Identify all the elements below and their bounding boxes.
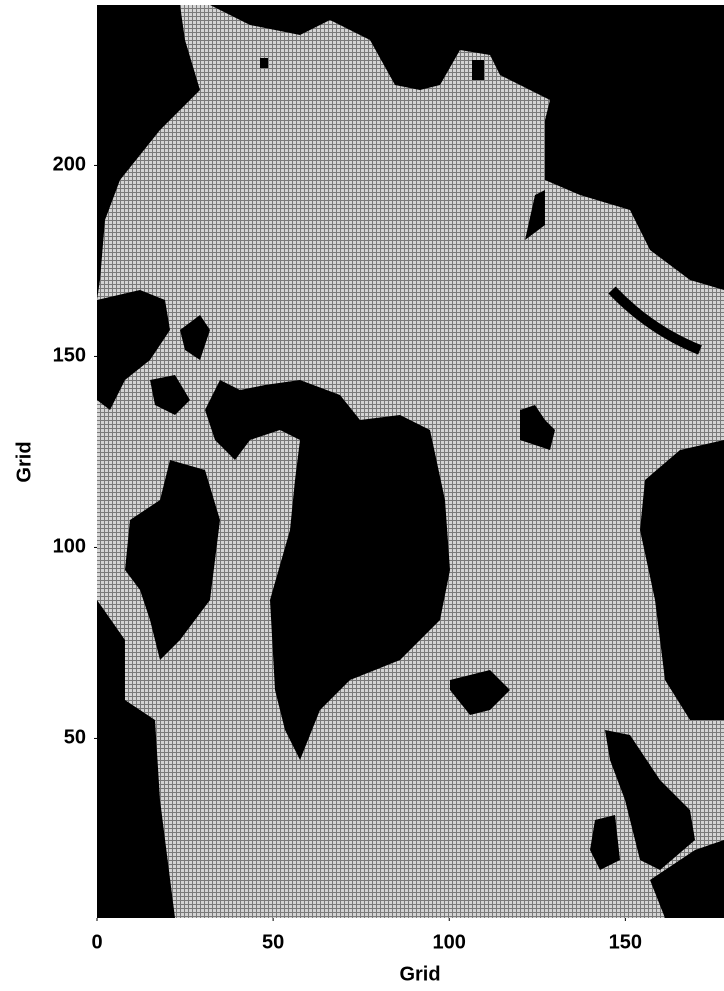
y-axis-label: Grid — [13, 441, 35, 482]
x-tick-label: 100 — [433, 931, 466, 953]
y-tick-label: 150 — [53, 345, 86, 367]
x-tick-label: 50 — [262, 931, 284, 953]
chart: Grid Grid 0 50 100 150 50 100 150 200 — [0, 0, 724, 991]
map-image — [97, 5, 724, 918]
x-axis-label: Grid — [399, 963, 440, 985]
x-tick-label: 150 — [609, 931, 642, 953]
y-tick-label: 100 — [53, 536, 86, 558]
y-tick-label: 50 — [64, 727, 86, 749]
x-tick-label: 0 — [91, 931, 102, 953]
y-tick-label: 200 — [53, 154, 86, 176]
